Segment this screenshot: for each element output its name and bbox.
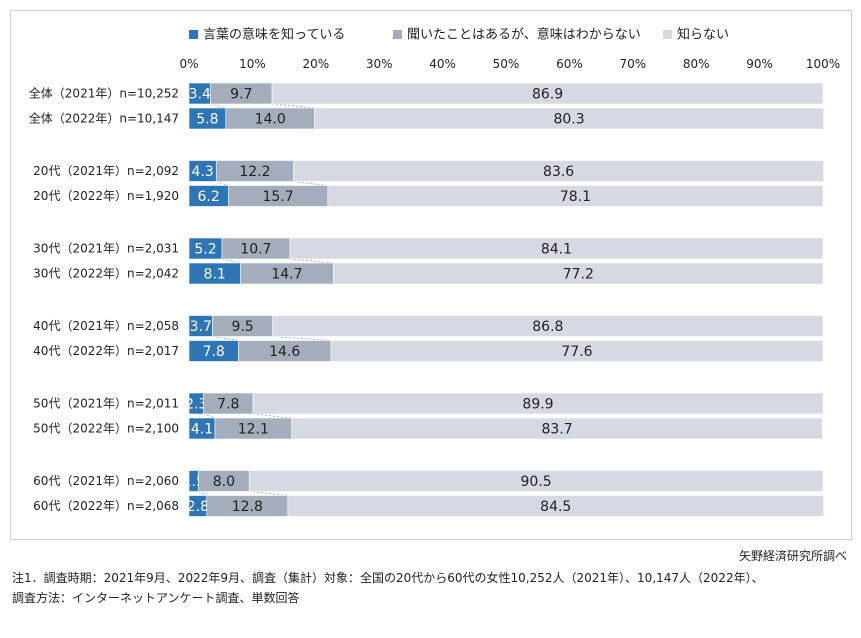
category-label: 20代（2022年）n=1,920 [33, 189, 179, 203]
bar-value-label: 78.1 [560, 189, 591, 205]
category-label: 全体（2021年）n=10,252 [29, 86, 179, 101]
bar-value-label: 77.2 [563, 267, 594, 283]
bar-segment-3 [293, 160, 824, 182]
bar-segment-3 [271, 82, 824, 105]
bar-value-label: 15.7 [262, 189, 293, 205]
bar-value-label: 7.8 [217, 397, 239, 413]
bar-segment-3 [248, 470, 824, 492]
category-label: 20代（2021年）n=2,092 [33, 164, 179, 178]
category-label: 50代（2021年）n=2,011 [33, 397, 179, 411]
bar-value-label: 8.0 [213, 474, 235, 490]
connector-line [203, 413, 216, 419]
bar-value-label: 3.4 [189, 87, 211, 103]
bar-segment-3 [330, 340, 824, 362]
bar-value-label: 84.1 [541, 242, 572, 258]
x-tick-label: 80% [683, 57, 710, 71]
x-tick-label: 20% [302, 57, 329, 71]
x-tick-label: 10% [239, 57, 266, 71]
legend-label-3: 知らない [677, 27, 729, 43]
bar-value-label: 4.3 [191, 164, 213, 180]
bar-value-label: 86.8 [532, 319, 563, 335]
connector-line [216, 181, 229, 186]
stacked-bar-chart: 言葉の意味を知っている 聞いたことはあるが、意味はわからない 知らない 0% 10% 20… [29, 27, 840, 517]
chart-frame: 言葉の意味を知っている 聞いたことはあるが、意味はわからない 知らない 0% 10% 20… [10, 10, 852, 540]
bar-value-label: 80.3 [553, 112, 584, 128]
connector-line [249, 491, 288, 496]
x-tick-label: 100% [806, 57, 840, 71]
bar-value-label: 5.8 [196, 112, 218, 128]
category-label: 全体（2022年）n=10,147 [29, 111, 179, 126]
bar-value-label: 2.8 [187, 499, 209, 515]
bar-segment-3 [287, 495, 824, 517]
legend-swatch-1 [189, 30, 198, 39]
x-tick-label: 30% [366, 57, 393, 71]
connector-line [198, 491, 207, 496]
bar-segment-3 [333, 262, 824, 285]
bar-value-label: 90.5 [521, 474, 552, 490]
note-line-1: 注1．調査時期：2021年9月、2022年9月、調査（集計）対象：全国の20代か… [12, 571, 764, 585]
bar-value-label: 14.6 [269, 344, 300, 360]
bar-value-label: 14.7 [271, 267, 302, 283]
legend-swatch-3 [663, 30, 672, 39]
category-label: 50代（2022年）n=2,100 [33, 422, 179, 436]
bar-value-label: 12.1 [238, 422, 269, 438]
legend-swatch-2 [393, 30, 402, 39]
x-tick-label: 0% [179, 57, 198, 71]
bar-segment-3 [314, 107, 824, 130]
bar-segment-3 [272, 315, 824, 337]
category-label: 40代（2022年）n=2,017 [33, 344, 179, 358]
bar-value-label: 5.2 [194, 242, 216, 258]
bar-value-label: 8.1 [204, 267, 226, 283]
bar-segment-3 [252, 392, 824, 415]
bar-value-label: 9.5 [231, 319, 253, 335]
category-label: 60代（2021年）n=2,060 [33, 474, 179, 488]
bar-value-label: 83.7 [541, 422, 572, 438]
connector-line [272, 103, 315, 109]
legend-label-1: 言葉の意味を知っている [203, 27, 345, 43]
x-tick-label: 90% [746, 57, 773, 71]
source-credit: 矢野経済研究所調べ [738, 549, 847, 563]
bar-value-label: 3.7 [190, 319, 212, 335]
connector-line [212, 336, 239, 341]
bar-value-label: 86.9 [532, 87, 563, 103]
bar-segment-3 [289, 237, 824, 260]
connector-line [252, 413, 292, 419]
category-label: 30代（2021年）n=2,031 [33, 242, 179, 256]
bar-value-label: 83.6 [543, 164, 574, 180]
connector-line [221, 258, 241, 264]
x-tick-label: 40% [429, 57, 456, 71]
bar-value-label: 77.6 [561, 344, 592, 360]
legend-label-2: 聞いたことはあるが、意味はわからない [407, 27, 641, 43]
note-line-2: 調査方法：インターネットアンケート調査、単数回答 [12, 591, 300, 605]
bar-value-label: 4.1 [191, 422, 213, 438]
bar-value-label: 12.2 [239, 164, 270, 180]
x-tick-label: 50% [493, 57, 520, 71]
bar-segment-3 [327, 185, 824, 207]
connector-line [272, 336, 332, 341]
bar-value-label: 14.0 [255, 112, 286, 128]
connector-line [289, 258, 334, 264]
bar-value-label: 2.3 [185, 397, 207, 413]
bar-value-label: 12.8 [232, 499, 263, 515]
x-tick-label: 60% [556, 57, 583, 71]
bar-segment-3 [291, 417, 823, 440]
bar-value-label: 9.7 [230, 87, 252, 103]
connector-line [210, 103, 226, 109]
connector-line [293, 181, 328, 186]
category-label: 40代（2021年）n=2,058 [33, 319, 179, 333]
bar-value-label: 84.5 [540, 499, 571, 515]
bar-value-label: 6.2 [198, 189, 220, 205]
category-label: 30代（2022年）n=2,042 [33, 267, 179, 281]
bar-value-label: 89.9 [522, 397, 553, 413]
bar-value-label: 7.8 [203, 344, 225, 360]
category-label: 60代（2022年）n=2,068 [33, 499, 179, 513]
bar-value-label: 10.7 [240, 242, 271, 258]
x-tick-label: 70% [619, 57, 646, 71]
